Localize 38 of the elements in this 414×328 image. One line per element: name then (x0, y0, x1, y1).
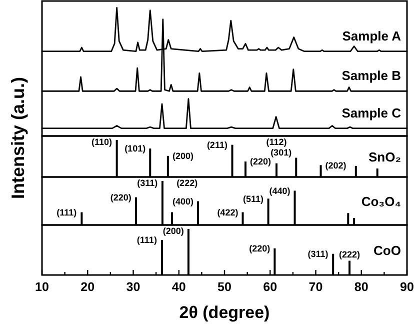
annotation: (220) (110, 192, 132, 202)
annotation: (220) (250, 156, 272, 167)
y-axis-title: Intensity (a.u.) (8, 76, 28, 200)
annotation: (422) (217, 207, 238, 218)
annotation: (301) (270, 147, 292, 158)
x-axis-title: 2θ (degree) (179, 303, 270, 322)
series-label: SnO₂ (368, 150, 402, 164)
series-label: Sample C (342, 105, 402, 120)
annotation: (200) (162, 226, 184, 236)
annotation: (511) (242, 194, 264, 204)
annotation: (202) (325, 160, 346, 170)
annotation: (110) (92, 137, 112, 148)
x-tick-label: 40 (172, 280, 186, 294)
x-tick-label: 80 (354, 280, 368, 294)
annotation: (101) (124, 144, 146, 154)
series-label: CoO (374, 243, 401, 258)
annotation: (222) (176, 178, 198, 188)
annotation: (400) (172, 196, 194, 206)
x-tick-label: 90 (400, 280, 414, 294)
annotation: (211) (206, 140, 228, 150)
annotation: (112) (266, 137, 287, 148)
series-label: Co₃O₄ (361, 194, 401, 209)
x-tick-label: 50 (218, 280, 232, 294)
annotation: (111) (136, 235, 157, 246)
x-tick-label: 10 (35, 280, 49, 294)
annotation: (311) (308, 248, 328, 259)
x-tick-label: 70 (308, 280, 323, 294)
annotation: (200) (172, 151, 194, 162)
series-label: Sample B (342, 68, 401, 84)
x-tick-label: 60 (263, 280, 278, 294)
annotation: (222) (339, 249, 360, 260)
x-tick-label: 30 (126, 280, 140, 294)
annotation: (311) (137, 178, 158, 188)
x-tick-label: 20 (80, 280, 95, 294)
annotation: (220) (249, 243, 270, 254)
series-label: Sample A (342, 28, 402, 44)
annotation: (111) (56, 207, 77, 218)
annotation: (440) (269, 186, 290, 196)
